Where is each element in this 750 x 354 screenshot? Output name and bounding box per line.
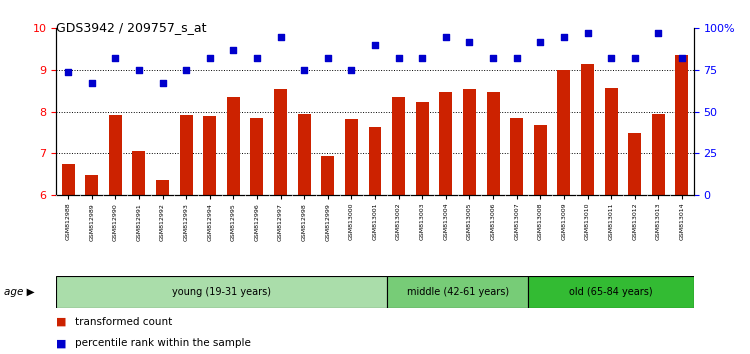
Text: GSM812988: GSM812988	[65, 203, 70, 240]
Point	[274, 34, 286, 40]
Point	[581, 30, 593, 36]
Bar	[345, 119, 358, 195]
Text: young (19-31 years): young (19-31 years)	[172, 287, 271, 297]
Point	[227, 47, 239, 53]
Text: GSM813004: GSM813004	[443, 203, 448, 240]
Point	[180, 67, 192, 73]
Text: GSM812998: GSM812998	[302, 203, 307, 241]
Point	[133, 67, 145, 73]
Bar	[463, 88, 476, 195]
Text: GSM813008: GSM813008	[538, 203, 543, 240]
Text: GSM813012: GSM813012	[632, 203, 638, 240]
Bar	[56, 276, 387, 308]
Bar	[510, 118, 524, 195]
Bar	[321, 156, 334, 195]
Text: GSM813007: GSM813007	[514, 203, 519, 240]
Bar	[487, 92, 500, 195]
Bar	[179, 115, 193, 195]
Bar	[133, 151, 146, 195]
Bar	[392, 97, 405, 195]
Bar	[368, 127, 382, 195]
Point	[628, 56, 640, 61]
Bar	[557, 70, 571, 195]
Bar	[62, 164, 74, 195]
Bar	[298, 114, 310, 195]
Point	[652, 30, 664, 36]
Point	[322, 56, 334, 61]
Bar	[652, 114, 664, 195]
Bar	[86, 175, 98, 195]
Point	[558, 34, 570, 40]
Bar	[581, 64, 594, 195]
Text: GSM812990: GSM812990	[112, 203, 118, 241]
Bar	[628, 133, 641, 195]
Bar	[251, 118, 263, 195]
Point	[157, 80, 169, 86]
Bar	[387, 276, 529, 308]
Bar	[604, 88, 617, 195]
Text: GSM812999: GSM812999	[326, 203, 330, 241]
Text: GSM813010: GSM813010	[585, 203, 590, 240]
Point	[298, 67, 310, 73]
Text: old (65-84 years): old (65-84 years)	[569, 287, 653, 297]
Text: GSM813009: GSM813009	[562, 203, 566, 240]
Point	[62, 69, 74, 74]
Text: GSM813006: GSM813006	[490, 203, 496, 240]
Text: GSM812991: GSM812991	[136, 203, 142, 241]
Bar	[156, 180, 169, 195]
Bar	[529, 276, 694, 308]
Text: GSM812993: GSM812993	[184, 203, 188, 241]
Text: GSM813003: GSM813003	[420, 203, 424, 240]
Point	[440, 34, 452, 40]
Text: ■: ■	[56, 317, 67, 327]
Text: GSM813001: GSM813001	[373, 203, 377, 240]
Text: GSM813014: GSM813014	[680, 203, 685, 240]
Bar	[534, 125, 547, 195]
Point	[676, 56, 688, 61]
Text: GSM812992: GSM812992	[160, 203, 165, 241]
Bar	[416, 102, 429, 195]
Text: GSM812995: GSM812995	[231, 203, 236, 241]
Text: GDS3942 / 209757_s_at: GDS3942 / 209757_s_at	[56, 21, 207, 34]
Text: GSM812994: GSM812994	[207, 203, 212, 241]
Point	[487, 56, 499, 61]
Point	[110, 56, 122, 61]
Point	[369, 42, 381, 48]
Point	[392, 56, 404, 61]
Text: percentile rank within the sample: percentile rank within the sample	[75, 338, 250, 348]
Point	[511, 56, 523, 61]
Text: GSM813011: GSM813011	[608, 203, 613, 240]
Point	[86, 80, 98, 86]
Text: GSM812997: GSM812997	[278, 203, 283, 241]
Bar	[676, 55, 688, 195]
Point	[251, 56, 263, 61]
Text: GSM813002: GSM813002	[396, 203, 401, 240]
Bar	[203, 116, 216, 195]
Text: GSM813013: GSM813013	[656, 203, 661, 240]
Bar	[440, 92, 452, 195]
Point	[464, 39, 476, 45]
Point	[605, 56, 617, 61]
Text: GSM813000: GSM813000	[349, 203, 354, 240]
Text: middle (42-61 years): middle (42-61 years)	[406, 287, 508, 297]
Text: GSM812989: GSM812989	[89, 203, 94, 241]
Text: transformed count: transformed count	[75, 317, 172, 327]
Text: age ▶: age ▶	[4, 287, 34, 297]
Bar	[109, 115, 122, 195]
Text: GSM812996: GSM812996	[254, 203, 260, 241]
Text: GSM813005: GSM813005	[467, 203, 472, 240]
Point	[346, 67, 358, 73]
Point	[204, 56, 216, 61]
Bar	[226, 97, 240, 195]
Point	[534, 39, 546, 45]
Point	[416, 56, 428, 61]
Bar	[274, 88, 287, 195]
Text: ■: ■	[56, 338, 67, 348]
